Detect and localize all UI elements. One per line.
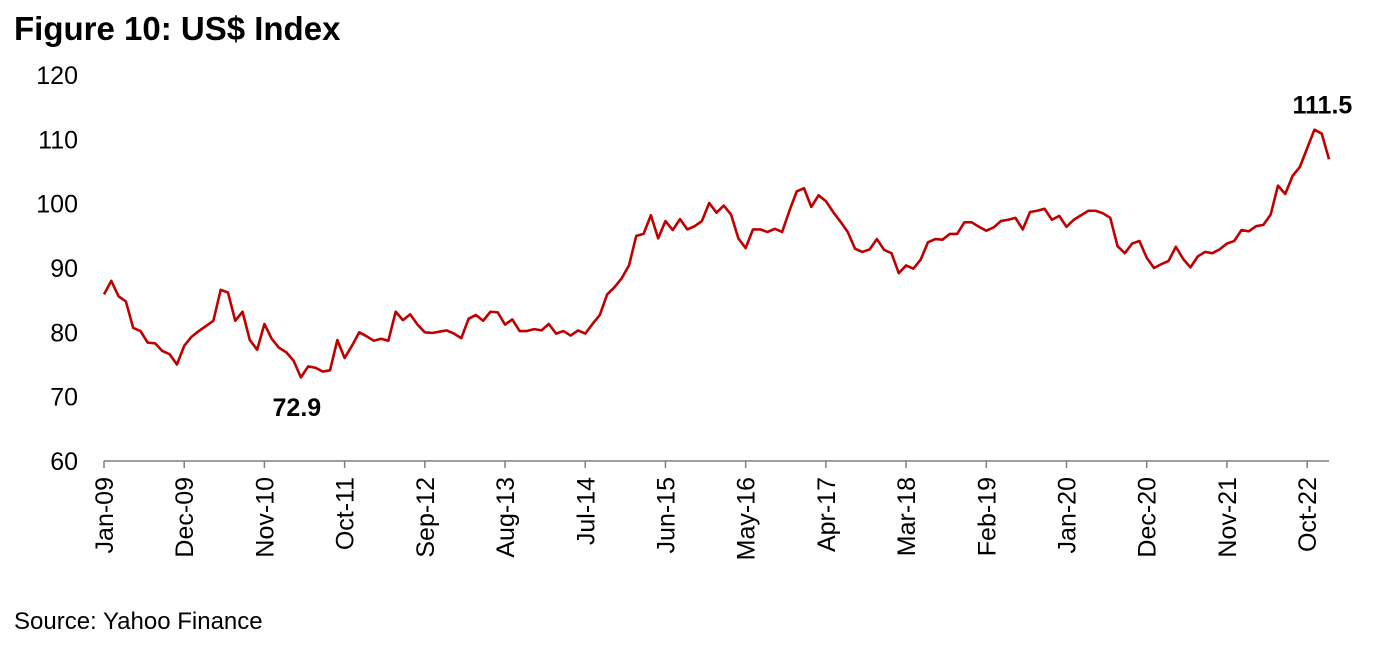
y-tick-label: 90 xyxy=(50,255,78,283)
y-tick-label: 110 xyxy=(38,126,78,154)
y-tick-label: 70 xyxy=(50,384,78,412)
x-tick-label: Oct-22 xyxy=(1294,477,1322,552)
max-value-label: 111.5 xyxy=(1293,92,1353,120)
y-axis-tick-labels: 60 70 80 90 100 110 120 xyxy=(36,62,78,476)
x-tick-label: Sep-12 xyxy=(412,477,440,558)
x-axis-ticks xyxy=(103,461,1308,468)
x-tick-label: Mar-18 xyxy=(893,477,921,556)
y-tick-label: 100 xyxy=(36,191,78,219)
x-tick-label: Feb-19 xyxy=(973,477,1001,556)
x-tick-label: Aug-13 xyxy=(492,477,520,558)
y-tick-label: 120 xyxy=(36,62,78,90)
x-tick-label: May-16 xyxy=(733,477,761,560)
x-tick-label: Jun-15 xyxy=(652,477,680,553)
chart-title: Figure 10: US$ Index xyxy=(14,10,341,47)
data-annotations: 72.9 111.5 xyxy=(273,92,1353,422)
x-tick-label: Jan-20 xyxy=(1054,477,1082,553)
min-value-label: 72.9 xyxy=(273,394,322,422)
x-tick-label: Jan-09 xyxy=(91,477,119,553)
y-tick-label: 60 xyxy=(50,448,78,476)
x-tick-label: Apr-17 xyxy=(813,477,841,552)
us-dollar-index-line xyxy=(102,128,1331,379)
x-tick-label: Dec-20 xyxy=(1134,477,1162,558)
x-tick-label: Nov-10 xyxy=(251,477,279,558)
x-axis-tick-labels: Jan-09 Dec-09 Nov-10 Oct-11 Sep-12 Aug-13 Jul-… xyxy=(91,477,1322,560)
x-tick-label: Oct-11 xyxy=(332,477,360,550)
x-tick-label: Jul-14 xyxy=(572,477,600,545)
y-tick-label: 80 xyxy=(50,319,78,347)
x-tick-label: Dec-09 xyxy=(171,477,199,558)
source-note: Source: Yahoo Finance xyxy=(14,608,263,635)
x-tick-label: Nov-21 xyxy=(1214,477,1242,558)
